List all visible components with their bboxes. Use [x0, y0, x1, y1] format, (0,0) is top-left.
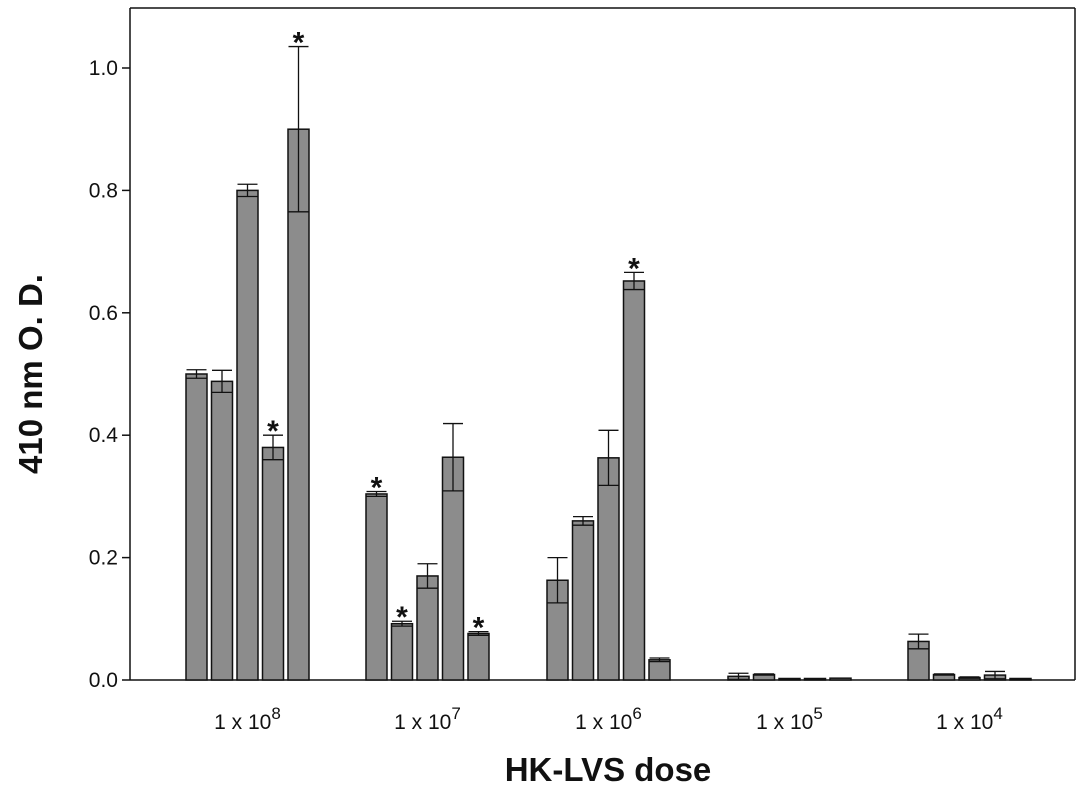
bar — [778, 677, 801, 681]
bar — [622, 280, 646, 681]
significance-marker: * — [267, 415, 279, 448]
bar — [236, 189, 259, 681]
bar — [210, 380, 234, 681]
significance-marker: * — [396, 601, 408, 634]
bar — [416, 575, 439, 681]
bar — [365, 493, 388, 681]
x-tick-exponent: 8 — [271, 704, 280, 723]
bar — [1009, 677, 1032, 681]
x-tick-label: 1 x 107 — [394, 704, 461, 734]
y-tick-label: 0.2 — [89, 547, 118, 570]
x-tick-label: 1 x 108 — [214, 704, 281, 734]
x-tick-exponent: 5 — [813, 704, 822, 723]
x-tick-exponent: 4 — [993, 704, 1002, 723]
bar — [597, 457, 620, 681]
bar — [648, 659, 671, 681]
bar — [829, 677, 852, 681]
significance-marker: * — [473, 612, 485, 645]
x-tick-exponent: 7 — [451, 704, 460, 723]
y-tick-label: 0.4 — [89, 424, 119, 447]
x-tick-label: 1 x 104 — [936, 704, 1003, 734]
y-tick-label: 0.8 — [89, 179, 118, 202]
plot-area: 0.0 0.2 0.4 0.6 0.8 1.0 * * * * * * 1 x 108 1 x 107 1 … — [89, 7, 1076, 734]
significance-marker: * — [371, 472, 383, 505]
bar — [571, 520, 595, 681]
bar — [261, 446, 285, 681]
x-tick-exponent: 6 — [632, 704, 641, 723]
significance-marker: * — [293, 27, 305, 60]
bar — [803, 677, 827, 681]
x-axis-title: HK-LVS dose — [505, 751, 712, 786]
y-tick-label: 0.6 — [89, 302, 118, 325]
y-tick-label: 1.0 — [89, 57, 118, 80]
y-tick-label: 0.0 — [89, 669, 118, 692]
significance-marker: * — [628, 252, 640, 285]
bar — [185, 373, 208, 681]
x-tick-label: 1 x 105 — [756, 704, 823, 734]
x-tick-label: 1 x 106 — [575, 704, 642, 734]
y-axis-title: 410 nm O. D. — [12, 274, 49, 474]
